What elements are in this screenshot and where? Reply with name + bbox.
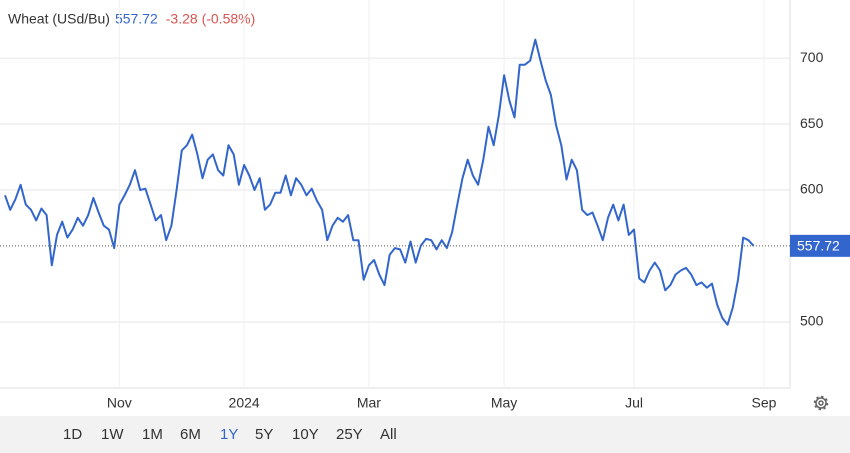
range-button[interactable]: 1Y bbox=[220, 426, 239, 443]
y-tick-label: 650 bbox=[800, 115, 824, 131]
range-button[interactable]: 1D bbox=[63, 426, 83, 443]
price: 557.72 bbox=[115, 11, 158, 27]
range-button[interactable]: 1M bbox=[142, 426, 163, 443]
x-tick-label: May bbox=[491, 395, 517, 411]
x-tick-label: 2024 bbox=[229, 395, 260, 411]
y-tick-label: 500 bbox=[800, 313, 824, 329]
range-button[interactable]: 10Y bbox=[292, 426, 319, 443]
range-bar: 1D 1W 1M 6M 1Y 5Y 10Y 25Y All bbox=[0, 416, 850, 453]
instrument-title: Wheat (USd/Bu) bbox=[8, 11, 110, 27]
range-button[interactable]: 5Y bbox=[255, 426, 274, 443]
range-button[interactable]: 6M bbox=[180, 426, 201, 443]
range-button[interactable]: 1W bbox=[101, 426, 124, 443]
y-tick-label: 600 bbox=[800, 181, 824, 197]
settings-icon[interactable] bbox=[813, 395, 829, 411]
range-button[interactable]: 25Y bbox=[336, 426, 363, 443]
range-button[interactable]: All bbox=[380, 426, 397, 443]
y-tick-label: 700 bbox=[800, 49, 824, 65]
price-line bbox=[4, 38, 755, 326]
price-change: -3.28 (-0.58%) bbox=[166, 11, 255, 27]
x-tick-label: Sep bbox=[752, 395, 777, 411]
x-tick-label: Jul bbox=[625, 395, 643, 411]
x-tick-label: Nov bbox=[107, 395, 132, 411]
last-price-label: 557.72 bbox=[797, 238, 840, 254]
last-price-box bbox=[790, 234, 850, 257]
chart: Wheat (USd/Bu) 557.72 -3.28 (-0.58%) 500… bbox=[0, 0, 850, 411]
x-tick-label: Mar bbox=[357, 395, 381, 411]
